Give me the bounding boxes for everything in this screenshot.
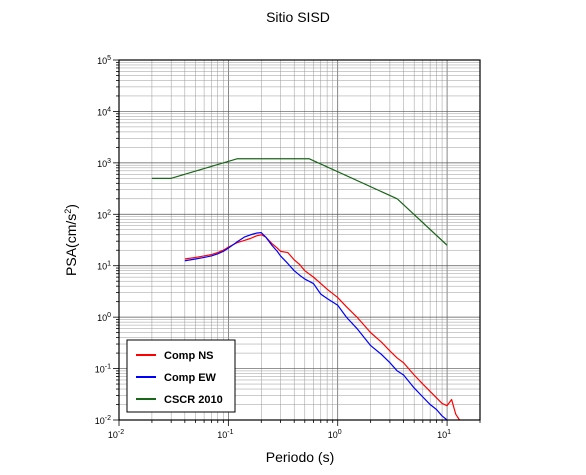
x-tick-label: 10-2 [108,429,124,440]
series-layer [151,158,461,421]
y-tick-label: 10-1 [95,364,111,375]
y-axis-label-sup: 2 [63,209,73,214]
legend-label-comp-ns: Comp NS [164,350,214,362]
y-tick-label: 100 [97,312,111,323]
y-tick-label: 10-2 [95,415,111,426]
x-tick-label: 100 [328,429,342,440]
y-axis-label-end: ) [63,204,79,209]
y-tick-labels: 10-2 10-1 100 101 102 103 104 105 [95,55,111,426]
x-tick-label: 101 [437,429,451,440]
y-tick-label: 101 [97,261,111,272]
series-line-comp-ew [184,232,448,421]
y-axis-label: PSA(cm/s2) [63,204,79,276]
legend: Comp NS Comp EW CSCR 2010 [126,339,236,413]
series-line-cscr-2010 [151,158,448,246]
y-tick-label: 103 [97,158,111,169]
x-tick-labels: 10-2 10-1 100 101 [108,429,451,440]
y-tick-label: 105 [97,55,111,66]
legend-label-cscr-2010: CSCR 2010 [164,394,223,406]
grid [118,59,481,421]
x-tick-label: 10-1 [217,429,233,440]
y-tick-label: 102 [97,209,111,220]
y-tick-label: 104 [97,106,111,117]
legend-label-comp-ew: Comp EW [164,372,217,384]
chart-title: Sitio SISD [266,9,330,25]
y-axis-label-main: PSA(cm/s [63,214,79,276]
plot-frame [118,59,481,421]
x-axis-label: Periodo (s) [266,449,334,465]
tick-marks [113,59,481,426]
